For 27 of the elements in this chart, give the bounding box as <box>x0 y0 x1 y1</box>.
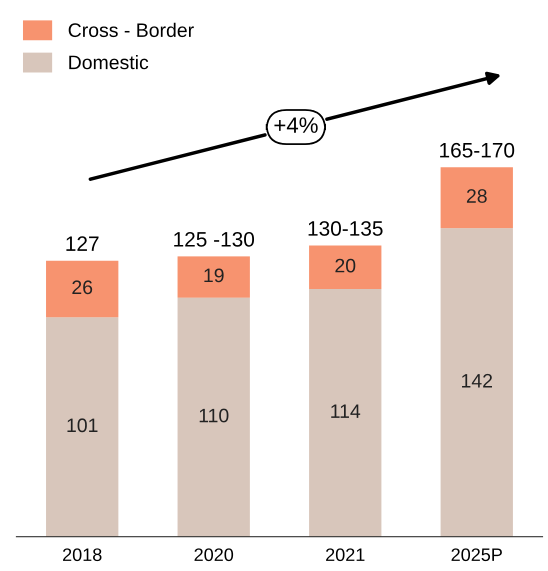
data-label: 20 <box>335 258 356 272</box>
total-label: 127 <box>66 236 99 251</box>
legend-label: Cross - Border <box>68 22 194 38</box>
bar <box>440 167 513 228</box>
total-label: 165-170 <box>440 142 514 158</box>
legend-label: Domestic <box>69 55 148 70</box>
data-label: 19 <box>204 268 224 282</box>
total-label: 125 -130 <box>174 232 254 247</box>
text: +4% <box>274 117 318 133</box>
bar <box>46 317 118 537</box>
x-tick-label: 2018 <box>63 548 102 562</box>
bar <box>309 288 382 537</box>
total-label: 130-135 <box>308 221 383 236</box>
bar <box>178 256 250 298</box>
data-label: 114 <box>331 404 360 418</box>
data-label: 28 <box>466 189 487 203</box>
x-tick-label: 2020 <box>194 548 234 562</box>
data-label: 101 <box>67 418 98 432</box>
data-label: 110 <box>200 408 228 422</box>
x-tick-label: 2021 <box>326 548 364 562</box>
data-label: 142 <box>462 374 492 388</box>
data-label: 26 <box>72 280 92 294</box>
bar <box>46 260 118 318</box>
bar <box>178 298 250 537</box>
bar <box>309 246 382 289</box>
x-tick-label: 2025P <box>452 548 502 562</box>
bar <box>440 228 513 537</box>
